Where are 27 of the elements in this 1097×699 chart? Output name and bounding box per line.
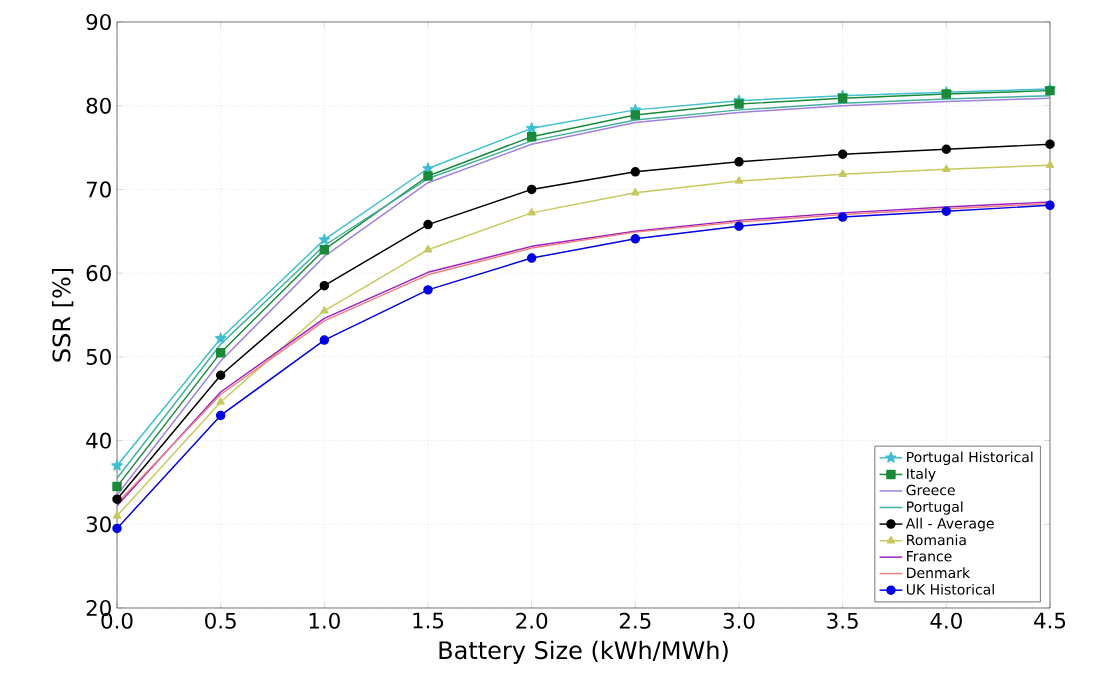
legend-label: Denmark (907, 567, 971, 579)
legend-label: Romania (907, 534, 966, 546)
legend-label: Portugal (907, 501, 963, 515)
y-tick-label: 50 (86, 348, 111, 365)
x-tick-label: 3.0 (723, 612, 755, 629)
x-axis-title: Battery Size (kWh/MWh) (439, 640, 728, 664)
legend-label: Italy (907, 468, 936, 482)
y-tick-label: 70 (86, 181, 111, 198)
legend-label: Portugal Historical (907, 451, 1033, 466)
y-tick-label: 60 (86, 265, 111, 282)
y-tick-label: 90 (86, 13, 111, 31)
x-tick-label: 3.5 (827, 612, 858, 629)
y-axis-title: SSR [%] (51, 268, 74, 362)
x-tick-label: 0.5 (205, 612, 236, 629)
x-tick-label: 1.5 (413, 612, 444, 629)
x-tick-label: 4.0 (930, 612, 962, 629)
y-tick-label: 80 (86, 97, 111, 114)
legend-label: France (907, 551, 952, 562)
legend-label: UK Historical (906, 583, 994, 595)
x-tick-label: 2.0 (516, 612, 548, 629)
y-tick-label: 30 (86, 516, 111, 533)
y-tick-label: 40 (86, 432, 111, 449)
x-tick-label: 4.5 (1034, 612, 1066, 629)
legend-label: All - Average (905, 517, 994, 532)
x-tick-label: 2.5 (619, 612, 651, 629)
legend-label: Greece (906, 484, 955, 496)
x-tick-label: 1.0 (309, 612, 340, 629)
